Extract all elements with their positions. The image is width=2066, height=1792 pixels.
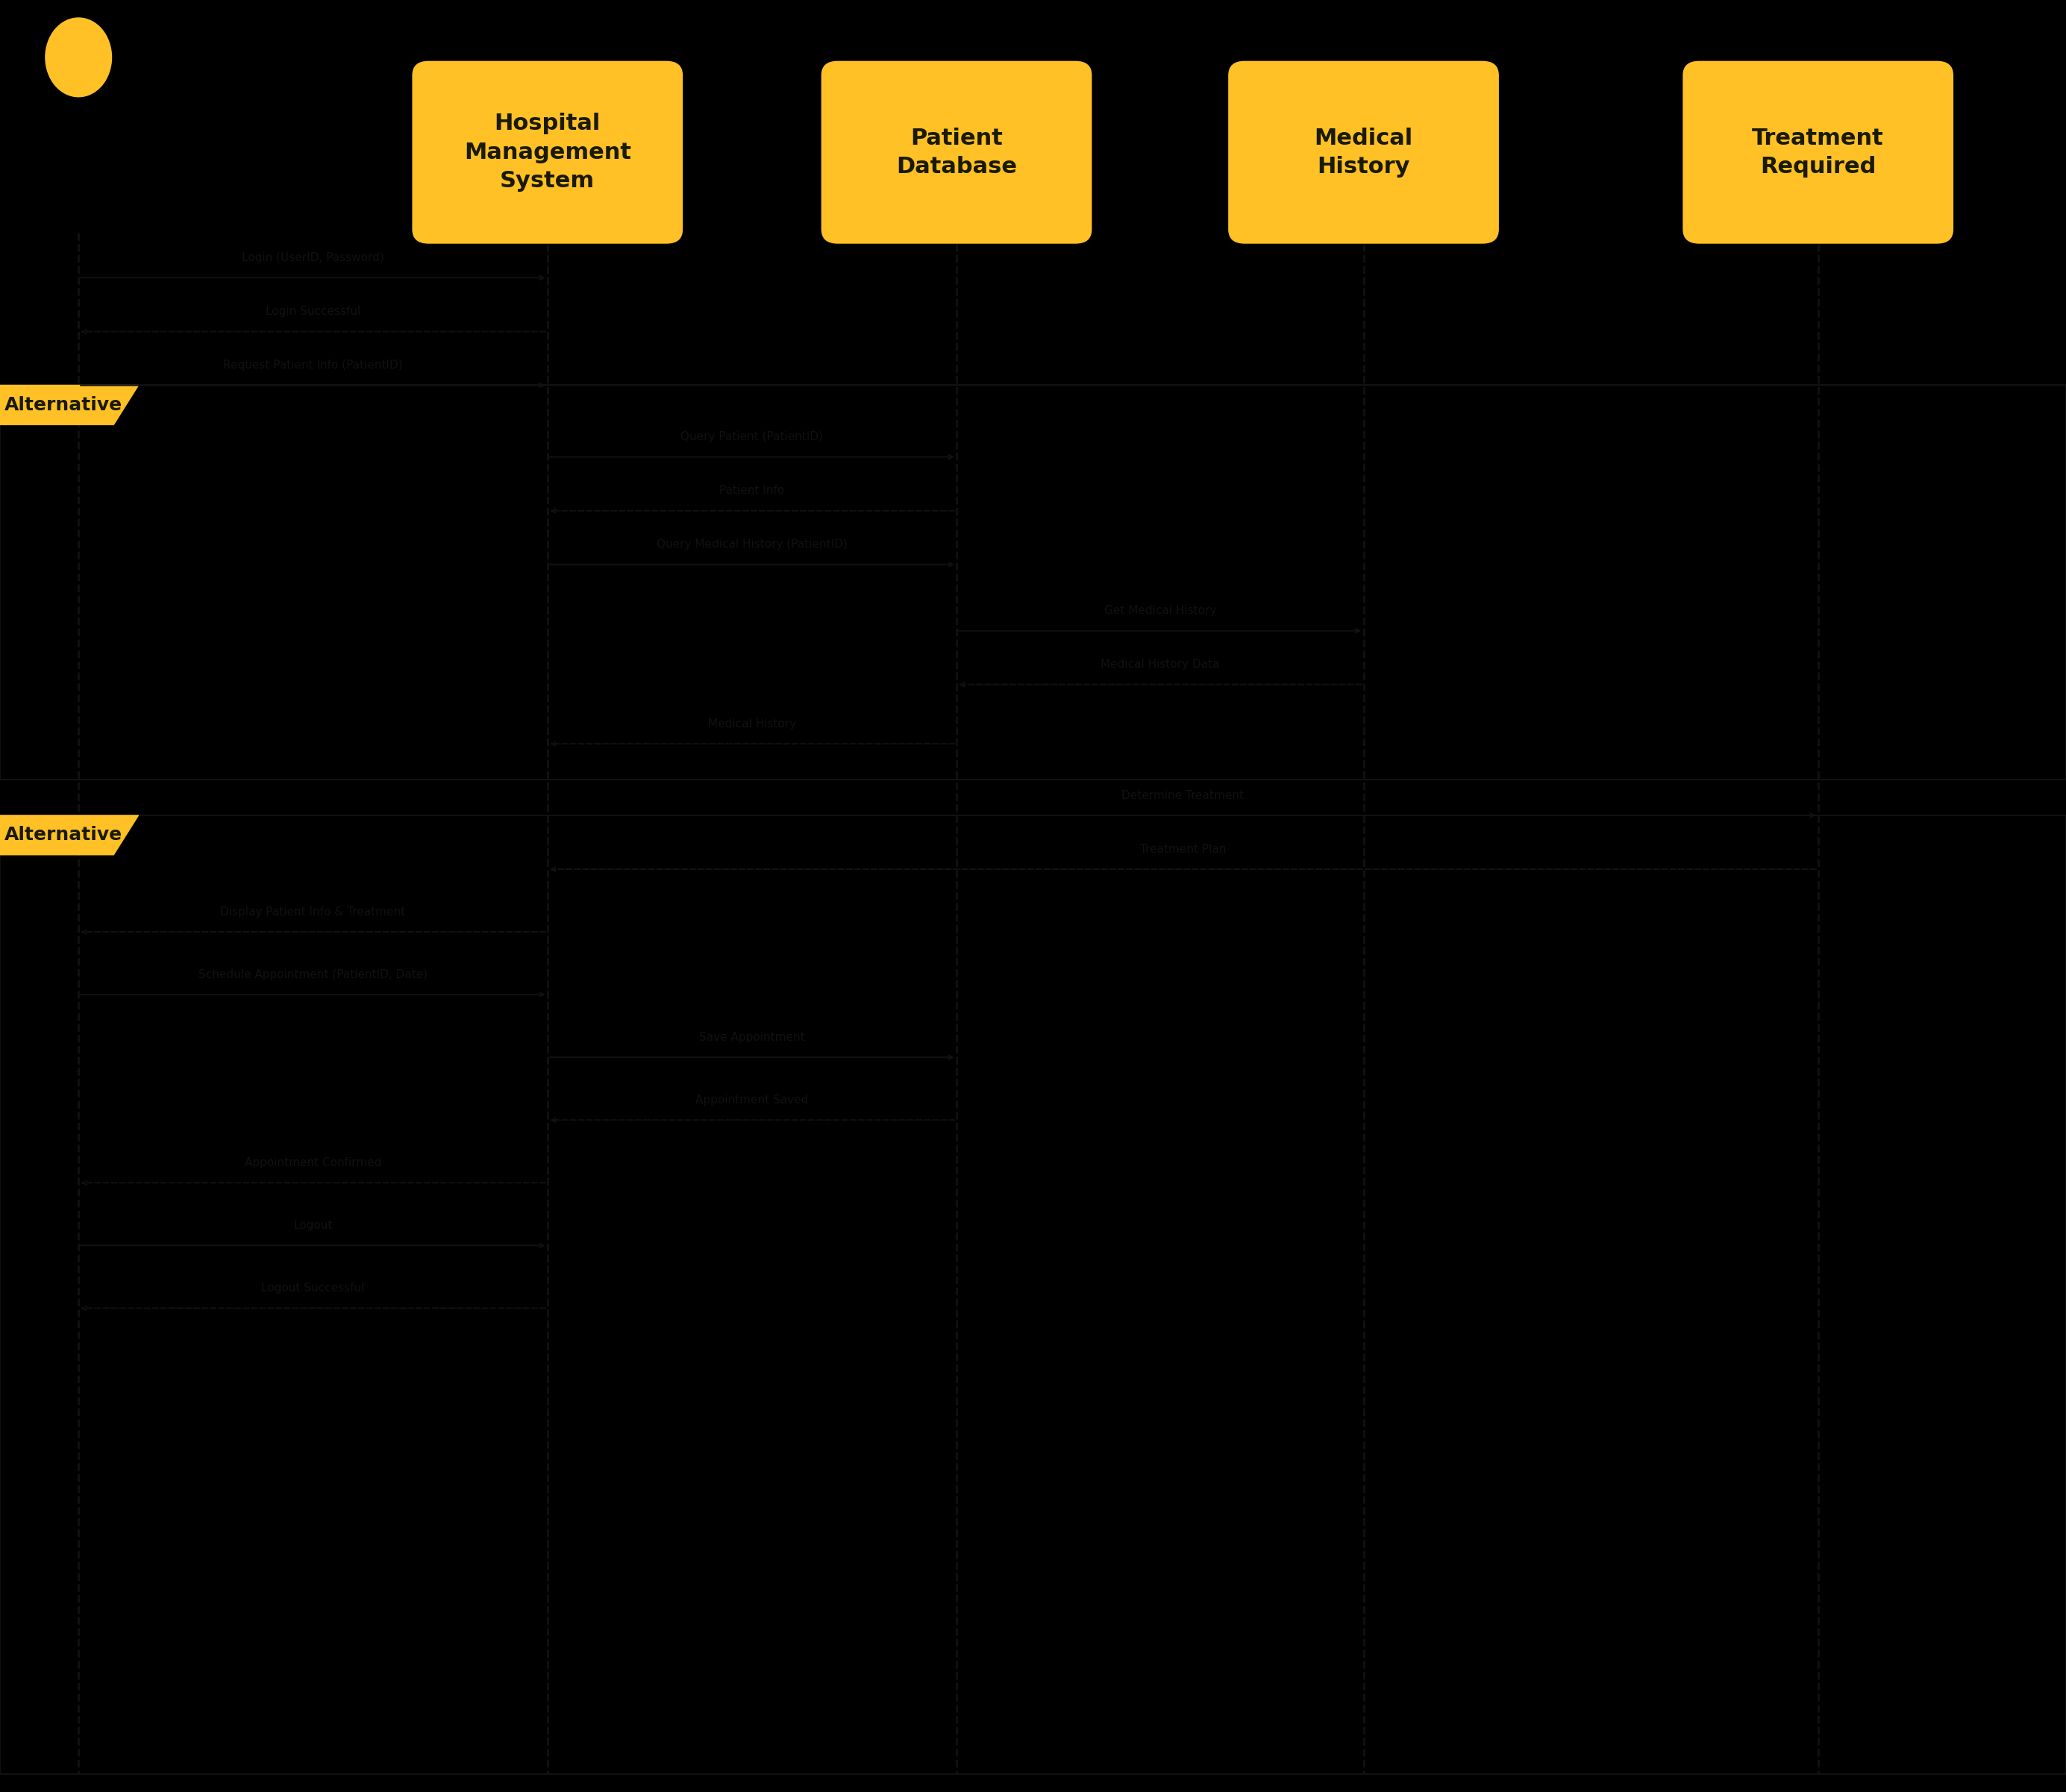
Text: Patient Info: Patient Info — [719, 486, 785, 496]
Text: Medical History Data: Medical History Data — [1101, 659, 1219, 670]
Bar — [0, 815, 2066, 1774]
Text: Medical
History: Medical History — [1314, 127, 1413, 177]
Text: Logout: Logout — [293, 1220, 333, 1231]
Text: Medical History: Medical History — [709, 719, 795, 729]
Text: Request Patient Info (PatientID): Request Patient Info (PatientID) — [223, 360, 403, 371]
Ellipse shape — [45, 18, 112, 97]
Text: Login (UserID, Password): Login (UserID, Password) — [242, 253, 384, 263]
Text: Alternative: Alternative — [4, 826, 122, 844]
Text: Query Patient (PatientID): Query Patient (PatientID) — [682, 432, 822, 443]
Text: Appointment Confirmed: Appointment Confirmed — [244, 1158, 382, 1168]
FancyBboxPatch shape — [822, 61, 1091, 244]
Text: Appointment Saved: Appointment Saved — [696, 1095, 808, 1106]
Text: Logout Successful: Logout Successful — [262, 1283, 364, 1294]
Text: Get Medical History: Get Medical History — [1103, 606, 1217, 616]
FancyBboxPatch shape — [413, 61, 684, 244]
Text: Patient
Database: Patient Database — [897, 127, 1016, 177]
Text: Display Patient Info & Treatment: Display Patient Info & Treatment — [221, 907, 405, 918]
Polygon shape — [0, 385, 138, 425]
Text: Login Successful: Login Successful — [267, 306, 359, 317]
FancyBboxPatch shape — [1682, 61, 1954, 244]
Text: Query Medical History (PatientID): Query Medical History (PatientID) — [657, 539, 847, 550]
Text: Hospital
Management
System: Hospital Management System — [465, 113, 630, 192]
Text: Alternative: Alternative — [4, 396, 122, 414]
Bar — [0, 385, 2066, 780]
Text: Determine Treatment: Determine Treatment — [1122, 790, 1244, 801]
Text: Treatment Plan: Treatment Plan — [1140, 844, 1225, 855]
Polygon shape — [0, 815, 138, 855]
Text: Treatment
Required: Treatment Required — [1752, 127, 1884, 177]
Text: Save Appointment: Save Appointment — [698, 1032, 806, 1043]
Text: Schedule Appointment (PatientID, Date): Schedule Appointment (PatientID, Date) — [198, 969, 428, 980]
FancyBboxPatch shape — [1229, 61, 1500, 244]
